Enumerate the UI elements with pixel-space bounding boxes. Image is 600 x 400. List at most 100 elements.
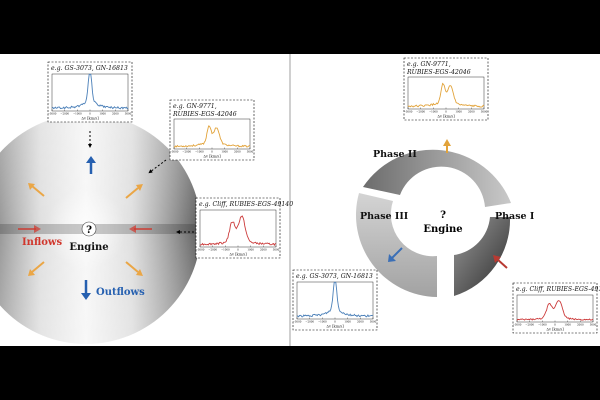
inset-tick-label: −2000 <box>305 320 314 324</box>
phase-3-arrow <box>388 247 403 262</box>
inset-xlabel: Δv [km/s] <box>326 325 344 329</box>
inset-example-label: e.g. GS-3073, GN-16813 <box>51 65 128 72</box>
outflow-arrow-down <box>81 280 91 300</box>
inset-tick-label: −2000 <box>182 150 191 154</box>
inset-tick-label: −2000 <box>525 323 534 327</box>
inset-tick-label: 3000 <box>481 110 488 114</box>
spectrum-line <box>199 215 277 247</box>
inset-frame <box>292 269 378 331</box>
inset-tick-label: −3000 <box>513 323 522 327</box>
spectrum-line <box>516 300 594 321</box>
spectrum-inset-left-right: e.g. Cliff, RUBIES-EGS-49140 −3000 −2000 −1… <box>195 197 293 259</box>
spectrum-line <box>407 82 485 108</box>
phase-1-segment <box>454 217 511 296</box>
inset-tick-label: 1000 <box>247 248 254 252</box>
inset-xlabel: Δv [km/s] <box>229 253 247 257</box>
phase-1-arrow <box>493 255 508 269</box>
spectrum-line <box>296 281 374 318</box>
inset-tick-label: −3000 <box>48 112 57 116</box>
left-engine-core <box>81 221 97 237</box>
inset-tick-label: 3000 <box>590 323 597 327</box>
inflow-arrow-left <box>18 225 41 233</box>
inset-frame <box>47 61 133 123</box>
spectrum-inset-left-top: e.g. GS-3073, GN-16813 −3000 −2000 −1000 0 10… <box>47 61 133 123</box>
orange-arrow-tl <box>28 183 45 197</box>
inset-tick-label: 2000 <box>577 323 584 327</box>
inset-xlabel: Δv [km/s] <box>437 115 455 119</box>
left-engine-label: Engine <box>69 242 108 253</box>
inset-tick-label: −1000 <box>73 112 82 116</box>
inset-example-label: e.g. GN-9771, <box>173 103 217 110</box>
inset-frame <box>403 57 489 121</box>
inset-example-label: e.g. GN-9771, <box>407 61 451 68</box>
inset-tick-label: 3000 <box>370 320 377 324</box>
inset-tick-label: 0 <box>237 248 239 252</box>
phase-ring <box>355 149 511 297</box>
inset-tick-label: 2000 <box>468 110 475 114</box>
inset-example-label-2: RUBIES-EGS-42046 <box>172 111 237 118</box>
inset-xlabel: Δv [km/s] <box>81 117 99 121</box>
inset-tick-label: −3000 <box>196 248 205 252</box>
spectrum-line <box>51 73 129 110</box>
inset-tick-label: −3000 <box>293 320 302 324</box>
spectrum-inset-left-mid: e.g. GN-9771,RUBIES-EGS-42046 −3000 −2000−… <box>169 99 255 161</box>
inset-tick-label: −1000 <box>195 150 204 154</box>
inset-tick-label: 1000 <box>455 110 462 114</box>
inset-tick-label: 2000 <box>112 112 119 116</box>
outflow-arrow-up <box>86 156 96 174</box>
spectrum-inset-right-br: e.g. Cliff, RUBIES-EGS-49140 −3000−2000 −1… <box>512 282 600 334</box>
inset-tick-label: −3000 <box>404 110 413 114</box>
inset-xlabel: Δv [km/s] <box>203 155 221 159</box>
inset-tick-label: 1000 <box>99 112 106 116</box>
phase-2-label: Phase II <box>373 149 417 160</box>
outflows-label: Outflows <box>96 287 145 298</box>
right-engine-question: ? <box>440 210 446 221</box>
inset-tick-label: 3000 <box>273 248 280 252</box>
inset-tick-label: 0 <box>554 323 556 327</box>
inset-tick-label: 1000 <box>344 320 351 324</box>
phase-2-arrow <box>443 139 451 153</box>
inset-example-label: e.g. Cliff, RUBIES-EGS-49140 <box>199 201 293 208</box>
inset-example-label: e.g. Cliff, RUBIES-EGS-49140 <box>516 286 600 293</box>
inset-tick-label: −2000 <box>416 110 425 114</box>
inset-tick-label: −3000 <box>170 150 179 154</box>
inflow-arrow-right <box>129 225 152 233</box>
orange-arrow-br <box>125 261 143 276</box>
inset-tick-label: 3000 <box>125 112 132 116</box>
inset-tick-label: −2000 <box>208 248 217 252</box>
phase-1-label: Phase I <box>495 211 535 222</box>
inset-tick-label: −2000 <box>60 112 69 116</box>
left-engine-question: ? <box>86 225 92 236</box>
inset-frame <box>169 99 255 161</box>
right-engine-label: Engine <box>423 224 462 235</box>
bottom-band <box>0 346 600 400</box>
spectrum-line <box>173 125 251 148</box>
inflows-label: Inflows <box>22 237 62 248</box>
inset-tick-label: 3000 <box>247 150 254 154</box>
phase-3-label: Phase III <box>360 211 409 222</box>
orange-arrow-bl <box>28 261 45 276</box>
inset-example-label-2: RUBIES-EGS-42046 <box>406 69 471 76</box>
top-band <box>0 0 600 54</box>
inset-frame <box>512 282 598 334</box>
inset-tick-label: 2000 <box>260 248 267 252</box>
pointer-mid <box>148 159 167 174</box>
inset-tick-label: 1000 <box>564 323 571 327</box>
inset-frame <box>195 197 281 259</box>
inset-tick-label: 0 <box>211 150 213 154</box>
inset-tick-label: 2000 <box>357 320 364 324</box>
inset-tick-label: 2000 <box>234 150 241 154</box>
inset-tick-label: −1000 <box>538 323 547 327</box>
orange-arrow-tr <box>125 184 143 199</box>
inset-tick-label: 1000 <box>221 150 228 154</box>
inset-xlabel: Δv [km/s] <box>546 328 564 332</box>
inset-tick-label: 0 <box>445 110 447 114</box>
spectrum-inset-right-top: e.g. GN-9771,RUBIES-EGS-42046 −3000 −2000−… <box>403 57 489 121</box>
inset-tick-label: −1000 <box>429 110 438 114</box>
inset-tick-label: −1000 <box>318 320 327 324</box>
inset-tick-label: 0 <box>89 112 91 116</box>
phase-2-segment <box>363 149 511 207</box>
inset-example-label: e.g. GS-3073, GN-16813 <box>296 273 373 280</box>
inset-tick-label: −1000 <box>221 248 230 252</box>
